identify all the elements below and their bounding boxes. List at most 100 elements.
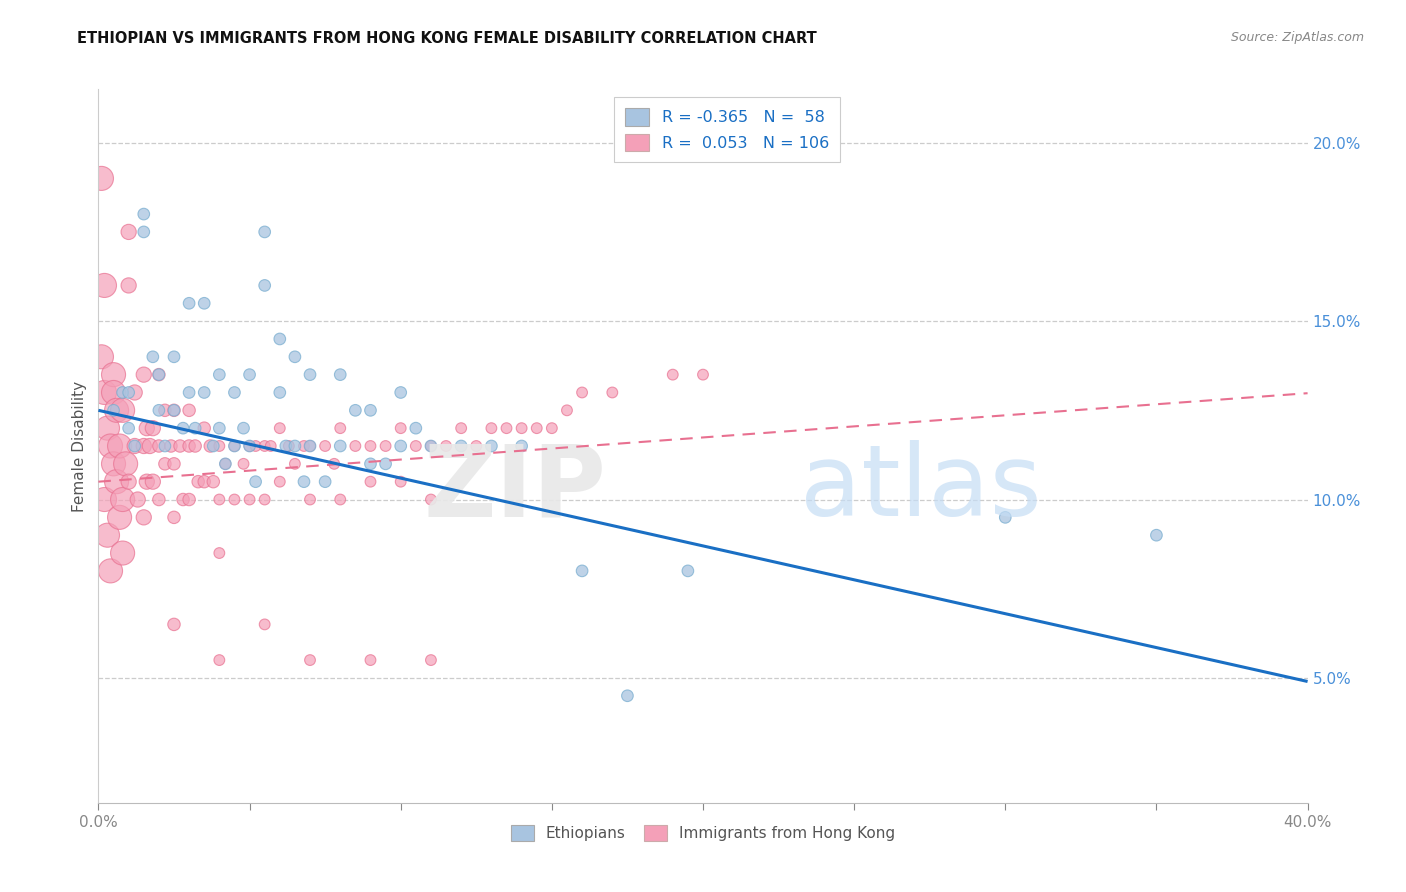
Point xyxy=(179,403,201,417)
Point xyxy=(124,385,146,400)
Point xyxy=(118,278,141,293)
Point xyxy=(148,368,170,382)
Point xyxy=(269,385,291,400)
Point xyxy=(148,439,170,453)
Y-axis label: Female Disability: Female Disability xyxy=(72,380,87,512)
Point xyxy=(160,439,183,453)
Point xyxy=(132,439,155,453)
Point xyxy=(420,439,443,453)
Point xyxy=(214,457,236,471)
Point xyxy=(163,403,186,417)
Point xyxy=(360,653,382,667)
Point xyxy=(148,368,170,382)
Point xyxy=(692,368,714,382)
Point xyxy=(118,225,141,239)
Point xyxy=(232,457,254,471)
Point xyxy=(540,421,562,435)
Point xyxy=(389,439,412,453)
Point xyxy=(93,385,115,400)
Point xyxy=(169,439,191,453)
Point xyxy=(132,207,155,221)
Point xyxy=(284,439,307,453)
Point xyxy=(214,457,236,471)
Point xyxy=(360,457,382,471)
Point xyxy=(405,421,427,435)
Point xyxy=(555,403,578,417)
Point xyxy=(132,368,155,382)
Point xyxy=(253,439,276,453)
Point xyxy=(253,278,276,293)
Point xyxy=(142,350,165,364)
Point xyxy=(571,385,593,400)
Point xyxy=(187,475,209,489)
Point xyxy=(148,492,170,507)
Point xyxy=(571,564,593,578)
Point xyxy=(163,617,186,632)
Point xyxy=(526,421,548,435)
Point xyxy=(239,439,262,453)
Point xyxy=(153,439,176,453)
Point xyxy=(420,653,443,667)
Point xyxy=(481,439,503,453)
Point xyxy=(314,439,336,453)
Legend: Ethiopians, Immigrants from Hong Kong: Ethiopians, Immigrants from Hong Kong xyxy=(503,817,903,848)
Point xyxy=(124,439,146,453)
Point xyxy=(284,350,307,364)
Point xyxy=(96,528,118,542)
Point xyxy=(163,403,186,417)
Point xyxy=(153,403,176,417)
Point xyxy=(374,439,396,453)
Point xyxy=(96,421,118,435)
Point xyxy=(253,492,276,507)
Point xyxy=(239,492,262,507)
Point xyxy=(193,421,215,435)
Point xyxy=(224,439,246,453)
Point xyxy=(108,510,131,524)
Point xyxy=(299,439,322,453)
Point xyxy=(132,510,155,524)
Point xyxy=(284,457,307,471)
Point xyxy=(200,439,222,453)
Point xyxy=(208,546,231,560)
Text: atlas: atlas xyxy=(800,441,1042,537)
Point xyxy=(208,421,231,435)
Point xyxy=(90,350,112,364)
Point xyxy=(450,421,472,435)
Point xyxy=(260,439,283,453)
Text: ETHIOPIAN VS IMMIGRANTS FROM HONG KONG FEMALE DISABILITY CORRELATION CHART: ETHIOPIAN VS IMMIGRANTS FROM HONG KONG F… xyxy=(77,31,817,46)
Point xyxy=(314,475,336,489)
Point xyxy=(93,492,115,507)
Point xyxy=(299,653,322,667)
Point xyxy=(202,439,225,453)
Point xyxy=(616,689,638,703)
Point xyxy=(103,457,125,471)
Point xyxy=(124,439,146,453)
Point xyxy=(153,457,176,471)
Point xyxy=(360,403,382,417)
Point xyxy=(208,368,231,382)
Point xyxy=(193,296,215,310)
Point xyxy=(224,439,246,453)
Point xyxy=(103,385,125,400)
Point xyxy=(208,653,231,667)
Point xyxy=(118,385,141,400)
Point xyxy=(111,492,134,507)
Point xyxy=(148,403,170,417)
Point xyxy=(105,475,128,489)
Point xyxy=(344,439,367,453)
Point xyxy=(142,475,165,489)
Point xyxy=(224,385,246,400)
Text: ZIP: ZIP xyxy=(423,441,606,537)
Point xyxy=(1144,528,1167,542)
Point xyxy=(661,368,683,382)
Text: Source: ZipAtlas.com: Source: ZipAtlas.com xyxy=(1230,31,1364,45)
Point xyxy=(239,439,262,453)
Point xyxy=(676,564,699,578)
Point xyxy=(224,492,246,507)
Point xyxy=(193,475,215,489)
Point xyxy=(103,368,125,382)
Point xyxy=(172,421,194,435)
Point xyxy=(193,385,215,400)
Point xyxy=(179,296,201,310)
Point xyxy=(360,439,382,453)
